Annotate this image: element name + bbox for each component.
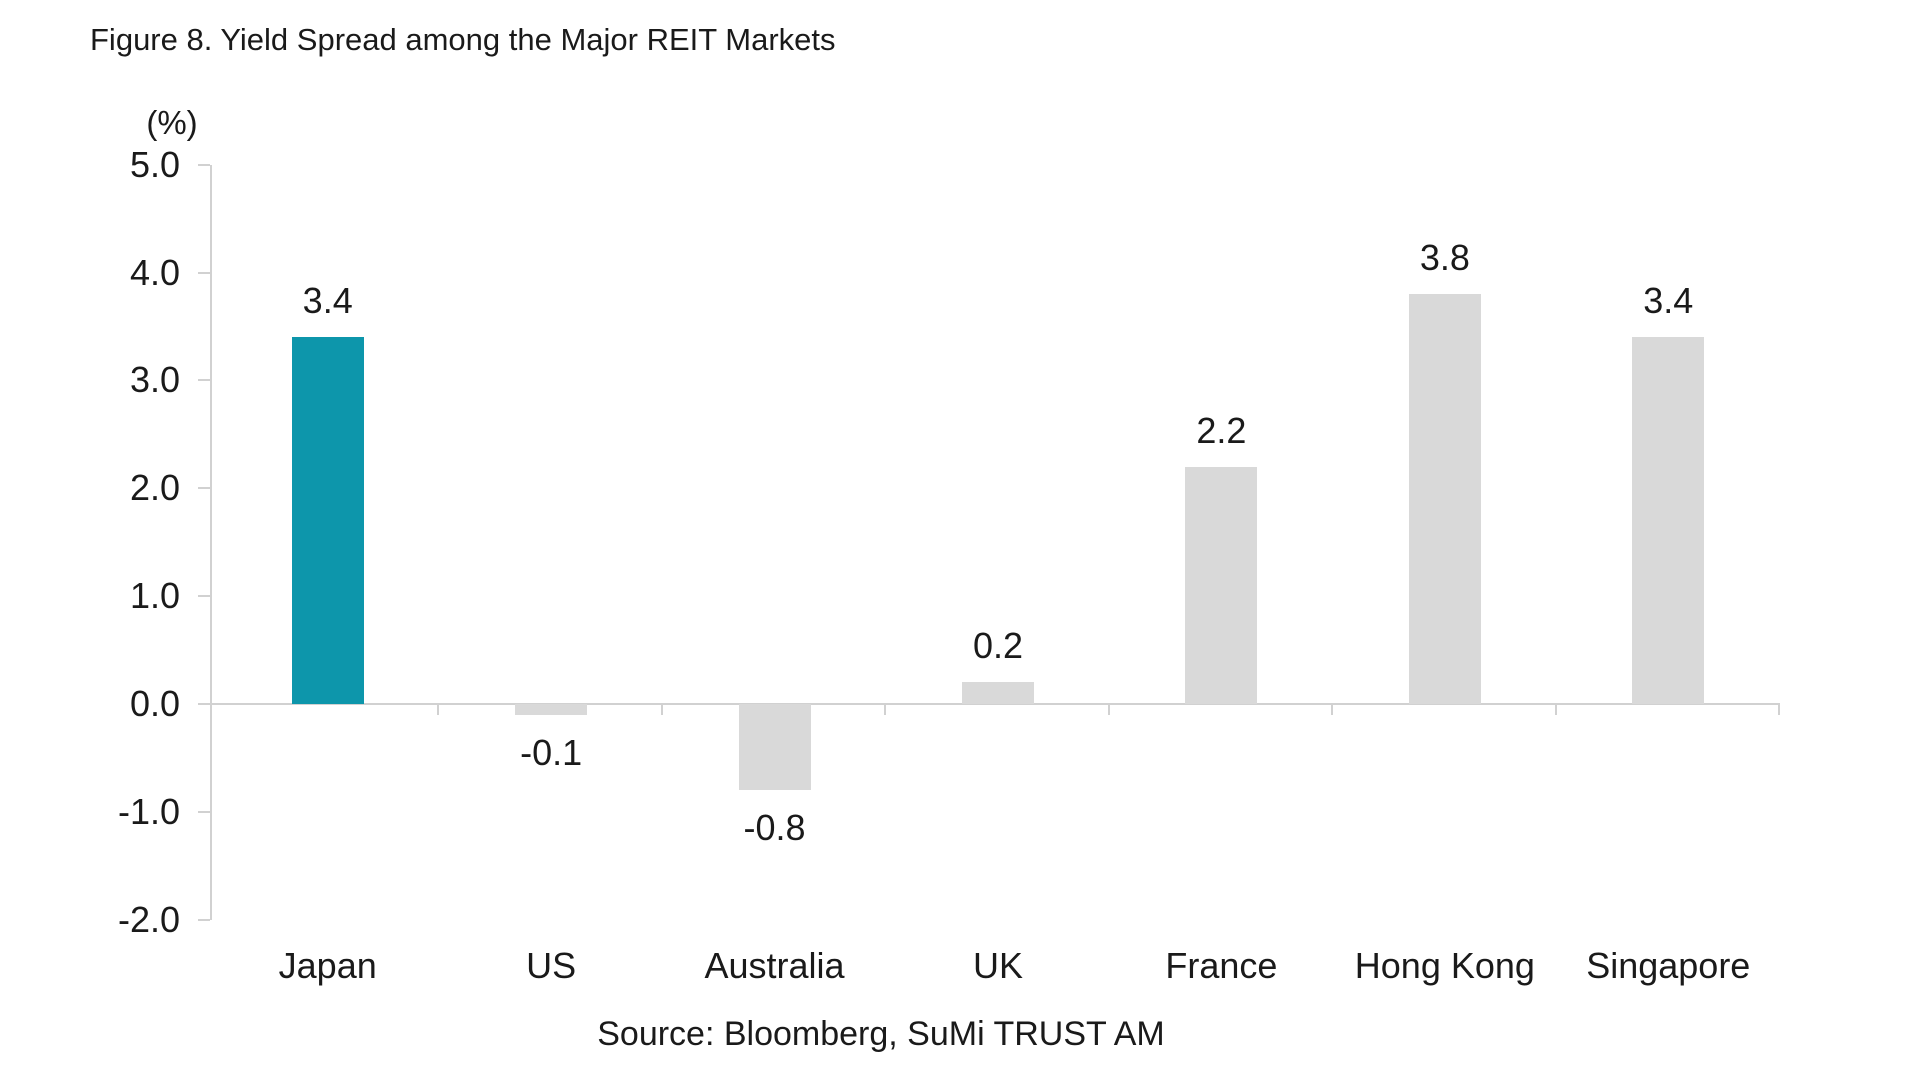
category-label-hong-kong: Hong Kong — [1354, 945, 1535, 986]
y-axis-tick — [198, 163, 210, 166]
y-axis-tick — [198, 379, 210, 382]
source-text: Source: Bloomberg, SuMi TRUST AM — [597, 1015, 1165, 1053]
y-axis-unit-label: (%) — [146, 104, 198, 141]
y-axis-line — [210, 164, 212, 920]
category-label-japan: Japan — [278, 945, 377, 986]
value-label: 3.8 — [1419, 237, 1470, 279]
x-axis-tick — [1331, 703, 1334, 715]
x-axis-tick — [1107, 703, 1110, 715]
bar-australia — [738, 704, 811, 791]
y-tick-label: 2.0 — [129, 467, 180, 509]
bar-japan — [291, 337, 364, 704]
x-axis-tick — [1778, 703, 1780, 715]
y-axis-tick — [198, 918, 210, 921]
category-label-australia: Australia — [704, 945, 845, 986]
value-label: 3.4 — [302, 280, 353, 322]
bar-uk — [962, 682, 1034, 704]
y-tick-label: 3.0 — [129, 359, 180, 401]
y-tick-label: 0.0 — [129, 683, 180, 724]
value-label: -0.1 — [520, 731, 583, 773]
category-label-uk: UK — [972, 945, 1023, 986]
bar-hong-kong — [1408, 294, 1481, 704]
y-tick-label: 1.0 — [129, 575, 180, 617]
x-axis-tick — [437, 703, 440, 715]
y-tick-label: 4.0 — [129, 251, 180, 293]
y-axis-tick — [198, 703, 210, 705]
y-axis-tick — [198, 595, 210, 598]
y-axis-tick — [198, 487, 210, 490]
value-label: 2.2 — [1196, 409, 1247, 451]
y-tick-label: -1.0 — [117, 790, 180, 832]
category-label-singapore: Singapore — [1586, 945, 1751, 986]
y-tick-label: -2.0 — [117, 898, 180, 940]
x-axis-tick — [884, 703, 887, 715]
y-axis-tick — [198, 271, 210, 274]
value-label: -0.8 — [743, 807, 806, 849]
x-axis-tick — [660, 703, 663, 715]
x-axis-tick — [1554, 703, 1557, 715]
chart-title: Figure 8. Yield Spread among the Major R… — [90, 22, 836, 57]
y-axis-tick — [198, 810, 210, 813]
y-tick-label: 5.0 — [129, 143, 180, 185]
value-label: 0.2 — [972, 625, 1024, 667]
bar-us — [515, 704, 588, 715]
value-label: 3.4 — [1643, 280, 1694, 322]
x-axis-line — [210, 703, 1780, 705]
bar-singapore — [1632, 337, 1705, 704]
category-label-france: France — [1165, 945, 1278, 986]
bar-france — [1185, 466, 1258, 704]
category-label-us: US — [526, 945, 577, 986]
